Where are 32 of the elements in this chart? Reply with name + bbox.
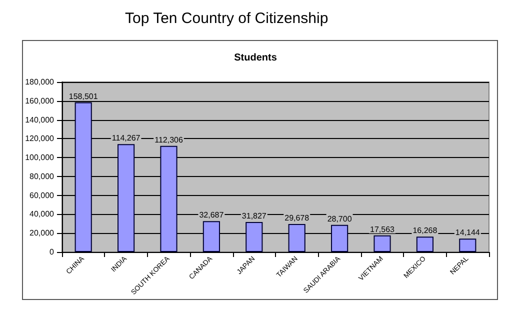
data-label: 114,267 — [112, 134, 141, 143]
bar — [118, 144, 135, 252]
y-tick-label: 40,000 — [30, 210, 55, 219]
chart-title: Top Ten Country of Citizenship — [125, 10, 328, 27]
bar — [160, 146, 178, 252]
data-label: 17,563 — [370, 224, 396, 234]
y-tick-label: 160,000 — [25, 96, 55, 106]
data-label: 31,827 — [242, 211, 267, 220]
y-tick-label: 20,000 — [30, 228, 55, 238]
data-label: 16,268 — [412, 226, 438, 236]
bar — [331, 224, 348, 252]
bar — [416, 236, 434, 252]
data-label: 14,144 — [455, 228, 480, 238]
y-tick-label: 60,000 — [30, 190, 55, 200]
y-tick-label: 180,000 — [25, 78, 55, 86]
bar — [74, 102, 92, 252]
bar — [202, 221, 220, 252]
data-label: 158,501 — [68, 92, 98, 101]
bar — [459, 238, 476, 252]
y-tick-label: 80,000 — [30, 172, 55, 181]
bar — [288, 224, 306, 252]
data-label: 29,678 — [284, 213, 310, 222]
y-tick-label: 140,000 — [25, 115, 55, 124]
y-tick-label: 120,000 — [25, 134, 55, 144]
bar — [246, 222, 263, 252]
y-tick-label: 0 — [50, 248, 55, 256]
bar — [374, 235, 391, 252]
y-tick-label: 100,000 — [25, 153, 55, 162]
data-label: 28,700 — [327, 214, 352, 224]
data-label: 112,306 — [154, 135, 184, 144]
chart-subtitle: Students — [234, 52, 278, 64]
data-label: 32,687 — [199, 210, 224, 220]
